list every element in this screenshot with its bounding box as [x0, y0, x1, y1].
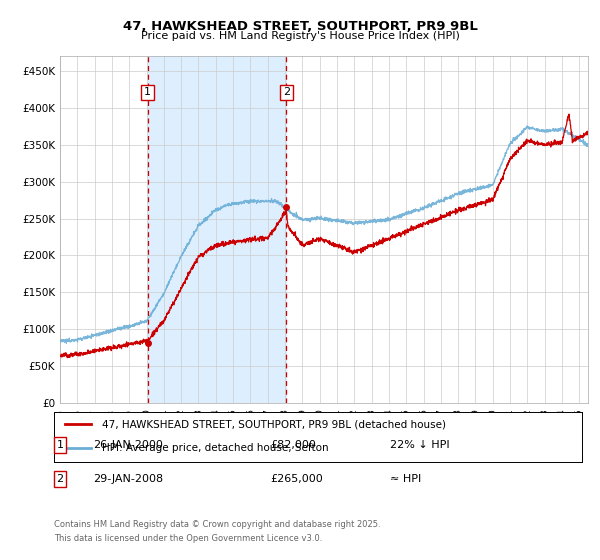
Text: 2: 2	[56, 474, 64, 484]
Text: 1: 1	[144, 87, 151, 97]
Text: 26-JAN-2000: 26-JAN-2000	[93, 440, 163, 450]
Text: 2: 2	[283, 87, 290, 97]
Text: 29-JAN-2008: 29-JAN-2008	[93, 474, 163, 484]
Text: HPI: Average price, detached house, Sefton: HPI: Average price, detached house, Seft…	[101, 443, 328, 453]
Text: Price paid vs. HM Land Registry's House Price Index (HPI): Price paid vs. HM Land Registry's House …	[140, 31, 460, 41]
Bar	[148, 56, 286, 403]
Text: £265,000: £265,000	[270, 474, 323, 484]
Text: 47, HAWKSHEAD STREET, SOUTHPORT, PR9 9BL: 47, HAWKSHEAD STREET, SOUTHPORT, PR9 9BL	[122, 20, 478, 32]
Text: £82,000: £82,000	[270, 440, 316, 450]
Text: 22% ↓ HPI: 22% ↓ HPI	[390, 440, 449, 450]
Text: ≈ HPI: ≈ HPI	[390, 474, 421, 484]
Text: 47, HAWKSHEAD STREET, SOUTHPORT, PR9 9BL (detached house): 47, HAWKSHEAD STREET, SOUTHPORT, PR9 9BL…	[101, 419, 446, 429]
Text: Contains HM Land Registry data © Crown copyright and database right 2025.: Contains HM Land Registry data © Crown c…	[54, 520, 380, 529]
Text: This data is licensed under the Open Government Licence v3.0.: This data is licensed under the Open Gov…	[54, 534, 322, 543]
Text: 1: 1	[56, 440, 64, 450]
